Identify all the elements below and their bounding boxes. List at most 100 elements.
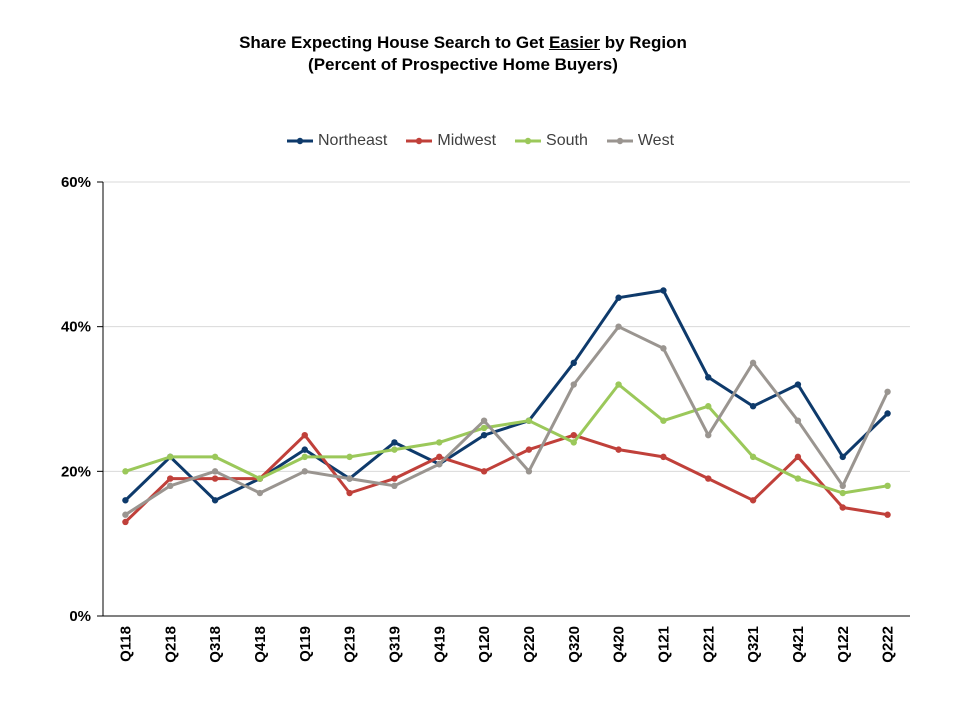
data-point-south xyxy=(794,475,802,482)
data-point-northeast xyxy=(839,453,846,461)
data-point-south xyxy=(167,453,174,461)
data-point-south xyxy=(436,439,443,446)
x-tick-label: Q220 xyxy=(521,626,538,663)
data-point-south xyxy=(884,482,891,489)
data-point-midwest xyxy=(660,453,667,461)
data-point-midwest xyxy=(480,468,488,475)
data-point-midwest xyxy=(705,475,712,482)
legend: Northeast Midwest South West xyxy=(0,132,960,150)
legend-swatch-marker xyxy=(416,137,423,145)
x-tick-label: Q120 xyxy=(476,626,493,663)
x-tick-label: Q218 xyxy=(162,626,179,663)
legend-label: West xyxy=(637,132,675,149)
legend-swatch-northeast xyxy=(286,137,313,145)
series-line-south xyxy=(124,383,888,495)
data-point-west xyxy=(301,468,308,475)
chart-title-line2: (Percent of Prospective Home Buyers) xyxy=(308,55,618,74)
data-point-south xyxy=(570,439,577,446)
data-point-midwest xyxy=(122,518,129,526)
series-line-midwest xyxy=(124,433,888,524)
data-point-west xyxy=(794,417,802,424)
x-tick-label: Q219 xyxy=(342,626,359,663)
data-point-west xyxy=(615,323,622,330)
legend-item-northeast: Northeast xyxy=(286,132,387,150)
data-point-west xyxy=(211,468,219,475)
legend-swatch-marker xyxy=(296,137,304,145)
chart-title: Share Expecting House Search to Get Easi… xyxy=(0,32,926,76)
legend-label: Midwest xyxy=(437,132,497,149)
data-point-northeast xyxy=(884,410,891,417)
x-tick-label: Q321 xyxy=(745,626,762,663)
data-point-west xyxy=(705,431,712,439)
data-point-northeast xyxy=(391,439,398,446)
data-point-midwest xyxy=(391,475,398,482)
data-point-midwest xyxy=(301,431,308,439)
data-point-south xyxy=(346,453,353,461)
data-point-midwest xyxy=(749,497,757,504)
data-point-midwest xyxy=(167,475,174,482)
data-point-south xyxy=(391,446,398,453)
x-tick-label: Q118 xyxy=(117,626,134,662)
data-point-midwest xyxy=(570,431,577,439)
y-tick-label: 40% xyxy=(61,319,91,336)
series-line-northeast xyxy=(124,289,889,502)
x-tick-label: Q319 xyxy=(386,626,403,663)
data-point-midwest xyxy=(794,453,802,461)
legend-label: Northeast xyxy=(317,132,388,149)
x-tick-label: Q420 xyxy=(611,626,628,663)
data-point-south xyxy=(301,453,308,461)
data-point-midwest xyxy=(839,504,846,511)
data-point-west xyxy=(167,482,174,489)
legend-swatch-midwest xyxy=(406,137,433,145)
legend-label: South xyxy=(546,132,588,149)
y-tick-label: 0% xyxy=(69,608,91,625)
x-tick-label: Q419 xyxy=(431,626,448,663)
x-tick-label: Q421 xyxy=(790,626,807,663)
data-point-midwest xyxy=(884,511,891,518)
x-tick-label: Q221 xyxy=(700,626,717,663)
data-point-west xyxy=(122,511,129,518)
data-point-west xyxy=(660,345,667,352)
data-point-south xyxy=(839,489,846,497)
data-point-northeast xyxy=(570,359,577,367)
legend-swatch-west xyxy=(606,137,633,145)
title-suffix: by Region xyxy=(600,33,687,52)
legend-swatch-marker xyxy=(524,137,532,145)
data-point-northeast xyxy=(794,381,802,388)
data-point-south xyxy=(211,453,219,461)
data-point-northeast xyxy=(660,287,667,294)
data-point-northeast xyxy=(615,294,622,301)
legend-swatch-south xyxy=(515,137,542,145)
data-point-west xyxy=(391,482,398,489)
x-tick-label: Q121 xyxy=(655,626,672,663)
data-point-west xyxy=(839,482,846,489)
data-point-south xyxy=(480,424,488,432)
data-point-northeast xyxy=(211,497,219,504)
data-point-midwest xyxy=(436,453,443,461)
data-point-west xyxy=(480,417,488,424)
data-point-midwest xyxy=(211,475,219,482)
data-point-northeast xyxy=(749,403,757,410)
legend-swatch-marker xyxy=(616,137,624,145)
data-point-midwest xyxy=(615,446,622,453)
legend-item-west: West xyxy=(606,132,674,150)
data-point-midwest xyxy=(525,446,533,453)
data-point-west xyxy=(525,468,533,475)
data-point-west xyxy=(346,475,353,482)
chart-title-line1: Share Expecting House Search to Get Easi… xyxy=(0,32,926,54)
x-tick-label: Q320 xyxy=(566,626,583,663)
data-point-northeast xyxy=(480,431,488,439)
x-tick-label: Q318 xyxy=(207,626,224,663)
legend-item-midwest: Midwest xyxy=(405,132,496,150)
data-point-south xyxy=(122,468,129,475)
data-point-west xyxy=(749,359,757,367)
x-tick-label: Q122 xyxy=(835,626,852,663)
data-point-northeast xyxy=(301,446,308,453)
data-point-south xyxy=(615,381,622,388)
data-point-northeast xyxy=(122,497,129,504)
data-point-south xyxy=(749,453,757,461)
x-tick-label: Q418 xyxy=(252,626,269,663)
data-point-northeast xyxy=(705,374,712,381)
data-point-south xyxy=(660,417,667,424)
x-tick-label: Q119 xyxy=(297,626,314,662)
